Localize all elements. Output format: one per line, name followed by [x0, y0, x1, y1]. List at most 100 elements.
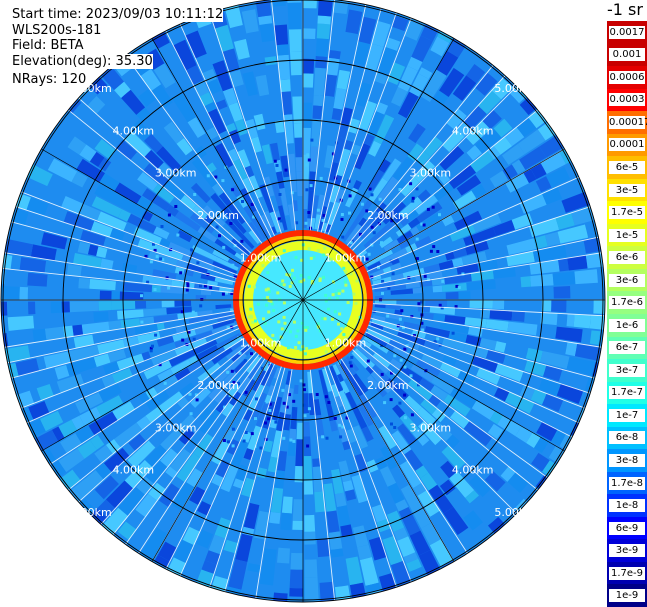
data-cell [306, 218, 312, 229]
data-cell [566, 313, 575, 327]
ray-gap [15, 206, 237, 279]
core-pixel [304, 328, 308, 332]
noise-pixel [398, 317, 402, 321]
noise-pixel [325, 436, 329, 440]
noise-pixel [154, 333, 158, 337]
core-pixel [302, 325, 306, 329]
data-cell [440, 460, 458, 479]
ray-gap [209, 366, 282, 588]
core-pixel [292, 320, 296, 324]
data-cell [227, 384, 240, 398]
data-cell [345, 355, 360, 372]
nrays-text: NRays: 120 [12, 72, 87, 87]
ray-gap [224, 367, 286, 592]
data-cell [432, 285, 443, 293]
data-cell [197, 310, 213, 317]
data-cell [315, 414, 325, 437]
data-cell [151, 350, 178, 367]
data-cell [339, 360, 356, 384]
data-cell [303, 421, 311, 437]
data-cell [368, 536, 387, 561]
azimuth-spoke [302, 38, 455, 301]
noise-pixel [341, 235, 345, 239]
data-cell [415, 465, 429, 479]
data-cell [421, 522, 442, 546]
data-cell [187, 117, 206, 139]
data-cell [136, 415, 152, 431]
data-cell [63, 211, 95, 232]
data-cell [506, 251, 535, 267]
data-cell [401, 192, 416, 207]
data-cell [287, 204, 296, 229]
data-cell [392, 404, 406, 418]
noise-pixel [455, 284, 459, 288]
noise-pixel [389, 398, 393, 402]
data-cell [336, 148, 351, 177]
data-cell [276, 44, 289, 56]
data-cell [165, 204, 179, 217]
data-cell [419, 377, 435, 392]
data-cell [232, 159, 248, 181]
data-cell [190, 182, 211, 204]
data-cell [325, 223, 332, 233]
noise-pixel [192, 337, 196, 341]
noise-pixel [243, 359, 247, 363]
core-pixel [338, 312, 342, 316]
core-pixel [248, 315, 252, 319]
data-cell [413, 507, 432, 529]
ray-gap [4, 252, 234, 290]
data-cell [145, 390, 170, 411]
data-cell [366, 353, 390, 374]
noise-pixel [231, 263, 235, 267]
data-cell [154, 554, 170, 568]
data-cell [165, 466, 178, 479]
data-cell [185, 65, 204, 85]
core-pixel [355, 279, 359, 283]
data-cell [134, 324, 158, 336]
data-cell [465, 490, 479, 504]
noise-pixel [421, 328, 425, 332]
data-cell [303, 28, 316, 39]
core-pixel [256, 302, 260, 306]
data-cell [211, 351, 227, 365]
data-cell [399, 364, 423, 384]
start-time-text: Start time: 2023/09/03 10:11:12 [12, 7, 224, 22]
noise-pixel [377, 265, 380, 269]
data-cell [472, 355, 498, 373]
data-cell [314, 214, 321, 230]
data-cell [329, 184, 340, 203]
data-cell [429, 539, 454, 568]
noise-pixel [401, 326, 405, 330]
data-cell [397, 536, 416, 558]
core-pixel [280, 327, 284, 331]
data-cell [216, 372, 228, 383]
data-cell [78, 277, 91, 289]
data-cell [356, 345, 370, 357]
data-cell [255, 401, 270, 428]
data-cell [323, 483, 337, 512]
data-cell [471, 400, 496, 420]
data-cell [176, 138, 193, 156]
ray-gap [324, 366, 397, 588]
data-cell [79, 498, 95, 514]
core-pixel [252, 285, 256, 289]
noise-pixel [167, 286, 171, 290]
data-cell [261, 144, 273, 165]
ray-gap [11, 317, 236, 379]
data-cell [58, 448, 85, 473]
data-cell [456, 174, 482, 196]
data-cell [428, 484, 454, 514]
data-cell [167, 557, 186, 576]
colorbar-segment [607, 404, 647, 428]
data-cell [329, 365, 344, 392]
data-cell [39, 410, 64, 432]
data-cell [144, 444, 168, 468]
colorbar-segment [607, 66, 647, 90]
data-cell [94, 139, 116, 159]
data-cell [390, 273, 404, 281]
ray-gap [49, 337, 245, 465]
data-cell [127, 213, 157, 234]
colorbar-segment [607, 314, 647, 338]
data-cell [173, 39, 197, 71]
data-cell [424, 69, 447, 95]
